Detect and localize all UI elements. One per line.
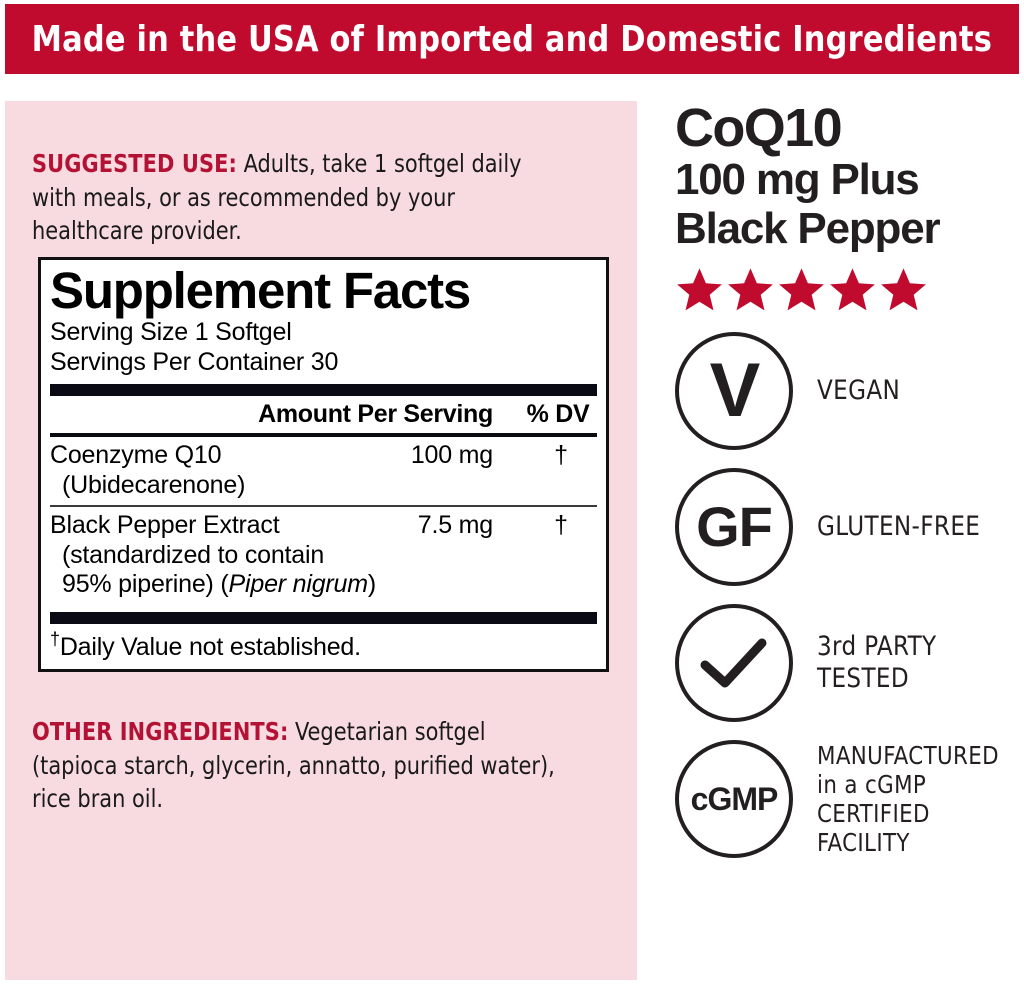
badge-third-party-tested: 3rd PARTY TESTED [675, 603, 1024, 722]
divider-thick-top [50, 384, 597, 397]
gluten-free-badge-circle: GF [675, 467, 793, 586]
nutrient-name: Coenzyme Q10 [50, 441, 222, 470]
column-header-amount: Amount Per Serving [258, 400, 493, 429]
star-icon [728, 267, 773, 310]
suggested-use-text: SUGGESTED USE: Adults, take 1 softgel da… [32, 147, 570, 248]
botanical-name: Piper nigrum [228, 570, 369, 599]
product-title-line1: CoQ10 [675, 98, 843, 158]
dagger-symbol: † [50, 628, 60, 649]
checkmark-icon [700, 638, 767, 688]
star-rating [675, 266, 1024, 314]
product-summary-column: CoQ10 100 mg Plus Black Pepper V VEGAN G… [644, 101, 1024, 993]
cgmp-badge-label: MANUFACTURED in a cGMP CERTIFIED FACILIT… [817, 740, 999, 857]
gluten-free-gf-icon: GF [696, 494, 773, 558]
subname-prefix: 95% piperine) ( [62, 570, 229, 599]
vegan-badge-label: VEGAN [817, 374, 901, 406]
daily-value-footnote: †Daily Value not established. [50, 624, 597, 669]
table-row: Coenzyme Q10 (Ubidecarenone) 100 mg † [50, 437, 597, 505]
star-icon [881, 267, 926, 310]
divider-under-header [50, 433, 597, 438]
badge-vegan: V VEGAN [675, 331, 1024, 450]
nutrient-amount: 100 mg [410, 441, 493, 470]
nutrient-dv: † [554, 511, 568, 540]
badge-cgmp: cGMP MANUFACTURED in a cGMP CERTIFIED FA… [675, 739, 1024, 858]
banner-text: Made in the USA of Imported and Domestic… [31, 18, 993, 60]
nutrient-subname-line1: (standardized to contain [62, 540, 325, 569]
vegan-v-icon: V [709, 347, 761, 433]
supplement-facts-header-row: Amount Per Serving % DV [50, 396, 597, 433]
vegan-badge-circle: V [675, 331, 793, 450]
nutrient-subname: (Ubidecarenone) [62, 470, 246, 499]
servings-per-container: Servings Per Container 30 [50, 347, 339, 376]
made-in-usa-banner: Made in the USA of Imported and Domestic… [5, 4, 1019, 74]
table-row: Black Pepper Extract (standardized to co… [50, 507, 597, 605]
cgmp-badge-circle: cGMP [675, 739, 793, 858]
divider-between-rows [50, 505, 597, 508]
certification-badges: V VEGAN GF GLUTEN-FREE 3rd PARTY TESTED … [644, 331, 1024, 858]
column-header-dv: % DV [526, 400, 590, 429]
suggested-use-label: SUGGESTED USE: [32, 149, 237, 178]
subname-suffix: ) [367, 570, 377, 599]
nutrient-name: Black Pepper Extract [50, 511, 280, 540]
third-party-badge-label: 3rd PARTY TESTED [817, 631, 937, 694]
nutrient-subname-line2: 95% piperine) (Piper nigrum) [50, 570, 597, 600]
other-ingredients-label: OTHER INGREDIENTS: [32, 717, 289, 746]
other-ingredients-body: Vegetarian softgel (tapioca starch, glyc… [32, 717, 555, 813]
nutrient-amount: 7.5 mg [417, 511, 493, 540]
nutrient-dv: † [554, 441, 568, 470]
product-title-line2: 100 mg Plus [675, 155, 920, 204]
other-ingredients-block: OTHER INGREDIENTS: Vegetarian softgel (t… [32, 715, 612, 816]
star-icon [677, 267, 722, 310]
star-icon [830, 267, 875, 310]
supplement-facts-panel: Supplement Facts Serving Size 1 Softgel … [38, 257, 609, 672]
gluten-free-badge-label: GLUTEN-FREE [817, 510, 981, 542]
badge-gluten-free: GF GLUTEN-FREE [675, 467, 1024, 586]
label-info-panel: SUGGESTED USE: Adults, take 1 softgel da… [5, 101, 637, 980]
suggested-use-block: SUGGESTED USE: Adults, take 1 softgel da… [32, 147, 610, 248]
suggested-use-body: Adults, take 1 softgel daily with meals,… [32, 149, 522, 245]
supplement-facts-title: Supplement Facts [50, 262, 471, 319]
footnote-text: Daily Value not established. [59, 632, 361, 661]
serving-size: Serving Size 1 Softgel [50, 318, 292, 347]
star-icon [779, 267, 824, 310]
product-title-line3: Black Pepper [675, 204, 941, 254]
divider-thick-bottom [50, 611, 597, 624]
other-ingredients-text: OTHER INGREDIENTS: Vegetarian softgel (t… [32, 715, 571, 816]
third-party-badge-circle [675, 603, 793, 722]
cgmp-icon: cGMP [690, 780, 779, 817]
